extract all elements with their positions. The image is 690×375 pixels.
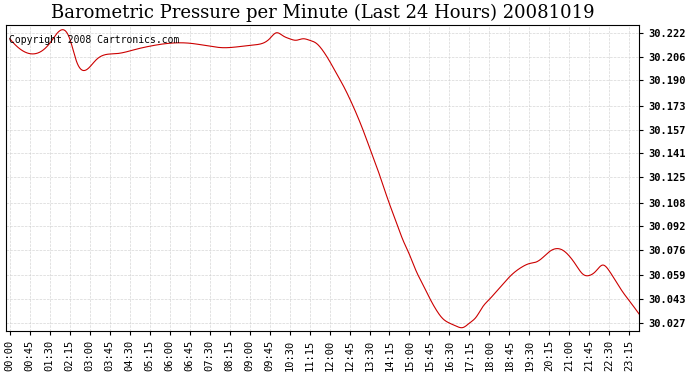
Text: Copyright 2008 Cartronics.com: Copyright 2008 Cartronics.com (9, 34, 179, 45)
Title: Barometric Pressure per Minute (Last 24 Hours) 20081019: Barometric Pressure per Minute (Last 24 … (51, 4, 594, 22)
